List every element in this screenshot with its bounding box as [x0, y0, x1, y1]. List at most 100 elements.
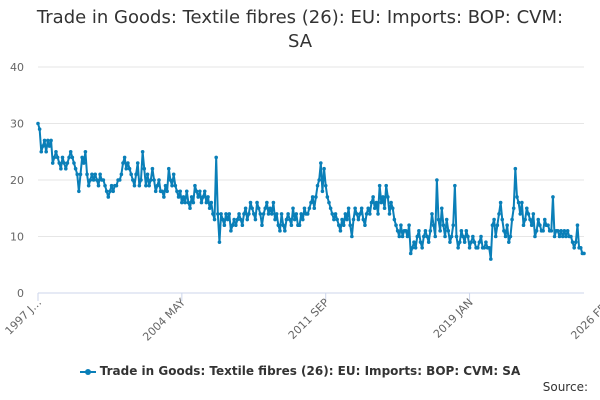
data-point[interactable]: [83, 149, 88, 154]
data-point[interactable]: [150, 166, 155, 171]
data-point[interactable]: [475, 246, 480, 250]
data-point[interactable]: [410, 246, 415, 250]
data-point[interactable]: [278, 229, 282, 233]
data-point[interactable]: [77, 189, 81, 194]
data-point[interactable]: [498, 200, 503, 205]
data-point[interactable]: [379, 200, 384, 205]
data-point[interactable]: [60, 155, 65, 160]
data-point[interactable]: [534, 229, 539, 233]
data-point[interactable]: [104, 189, 109, 194]
data-point[interactable]: [135, 161, 140, 165]
data-point[interactable]: [145, 172, 150, 177]
data-point[interactable]: [354, 212, 359, 216]
data-point[interactable]: [183, 200, 187, 205]
data-point[interactable]: [98, 172, 102, 177]
data-point[interactable]: [552, 234, 557, 239]
data-point[interactable]: [202, 189, 207, 194]
data-point[interactable]: [80, 155, 84, 160]
data-point[interactable]: [184, 189, 189, 194]
data-point[interactable]: [189, 195, 194, 199]
data-point[interactable]: [117, 178, 122, 182]
data-point[interactable]: [462, 240, 467, 244]
data-point[interactable]: [521, 223, 526, 227]
data-point[interactable]: [404, 229, 408, 233]
data-point[interactable]: [327, 200, 331, 205]
data-point[interactable]: [176, 195, 181, 199]
data-point[interactable]: [294, 212, 299, 216]
data-point[interactable]: [356, 217, 361, 222]
data-point[interactable]: [341, 223, 346, 227]
data-point[interactable]: [266, 212, 271, 216]
data-point[interactable]: [446, 229, 451, 233]
data-point[interactable]: [78, 172, 83, 177]
data-point[interactable]: [219, 212, 223, 216]
data-point[interactable]: [86, 183, 91, 188]
data-point[interactable]: [322, 166, 326, 171]
data-point[interactable]: [413, 246, 418, 250]
data-point[interactable]: [371, 195, 375, 199]
data-point[interactable]: [212, 217, 217, 222]
data-point[interactable]: [495, 223, 500, 227]
data-point[interactable]: [250, 206, 254, 211]
data-point[interactable]: [415, 234, 420, 239]
data-point[interactable]: [557, 234, 562, 239]
data-point[interactable]: [505, 223, 509, 227]
data-point[interactable]: [400, 234, 405, 239]
data-point[interactable]: [359, 206, 364, 211]
data-point[interactable]: [559, 229, 563, 233]
data-point[interactable]: [284, 217, 289, 222]
data-point[interactable]: [325, 195, 330, 199]
data-point[interactable]: [487, 246, 491, 250]
data-point[interactable]: [274, 212, 279, 216]
data-point[interactable]: [220, 217, 225, 222]
data-point[interactable]: [170, 183, 174, 188]
data-point[interactable]: [144, 183, 148, 188]
data-point[interactable]: [101, 178, 106, 182]
data-point[interactable]: [461, 234, 465, 239]
data-point[interactable]: [44, 149, 48, 154]
data-point[interactable]: [50, 161, 55, 165]
data-point[interactable]: [256, 206, 261, 211]
data-point[interactable]: [436, 217, 441, 222]
data-point[interactable]: [441, 223, 446, 227]
data-point[interactable]: [395, 229, 400, 233]
data-point[interactable]: [425, 234, 429, 239]
data-point[interactable]: [175, 189, 179, 194]
data-point[interactable]: [456, 246, 460, 250]
data-point[interactable]: [68, 149, 73, 154]
data-point[interactable]: [122, 155, 127, 160]
data-point[interactable]: [511, 206, 516, 211]
series-line[interactable]: [37, 123, 584, 261]
data-point[interactable]: [384, 183, 388, 188]
data-point[interactable]: [312, 206, 317, 211]
data-point[interactable]: [191, 200, 196, 205]
data-point[interactable]: [196, 195, 201, 199]
data-point[interactable]: [222, 223, 227, 227]
data-point[interactable]: [582, 251, 586, 256]
data-point[interactable]: [484, 240, 488, 244]
data-point[interactable]: [153, 189, 158, 194]
data-point[interactable]: [320, 189, 325, 194]
data-point[interactable]: [454, 234, 459, 239]
data-point[interactable]: [469, 240, 474, 244]
data-point[interactable]: [160, 189, 165, 194]
data-point[interactable]: [310, 195, 315, 199]
data-point[interactable]: [139, 178, 143, 182]
data-point[interactable]: [131, 178, 135, 182]
data-point[interactable]: [343, 212, 348, 216]
data-point[interactable]: [90, 172, 94, 177]
data-point[interactable]: [103, 183, 107, 188]
data-point[interactable]: [405, 234, 410, 239]
data-point[interactable]: [515, 195, 519, 199]
data-point[interactable]: [147, 183, 151, 188]
data-point[interactable]: [408, 251, 413, 256]
data-point[interactable]: [209, 200, 214, 205]
data-point[interactable]: [508, 234, 513, 239]
data-point[interactable]: [376, 212, 380, 216]
data-point[interactable]: [106, 195, 111, 199]
data-point[interactable]: [314, 195, 318, 199]
data-point[interactable]: [536, 217, 541, 222]
data-point[interactable]: [201, 195, 205, 199]
data-point[interactable]: [392, 217, 397, 222]
data-point[interactable]: [336, 223, 341, 227]
